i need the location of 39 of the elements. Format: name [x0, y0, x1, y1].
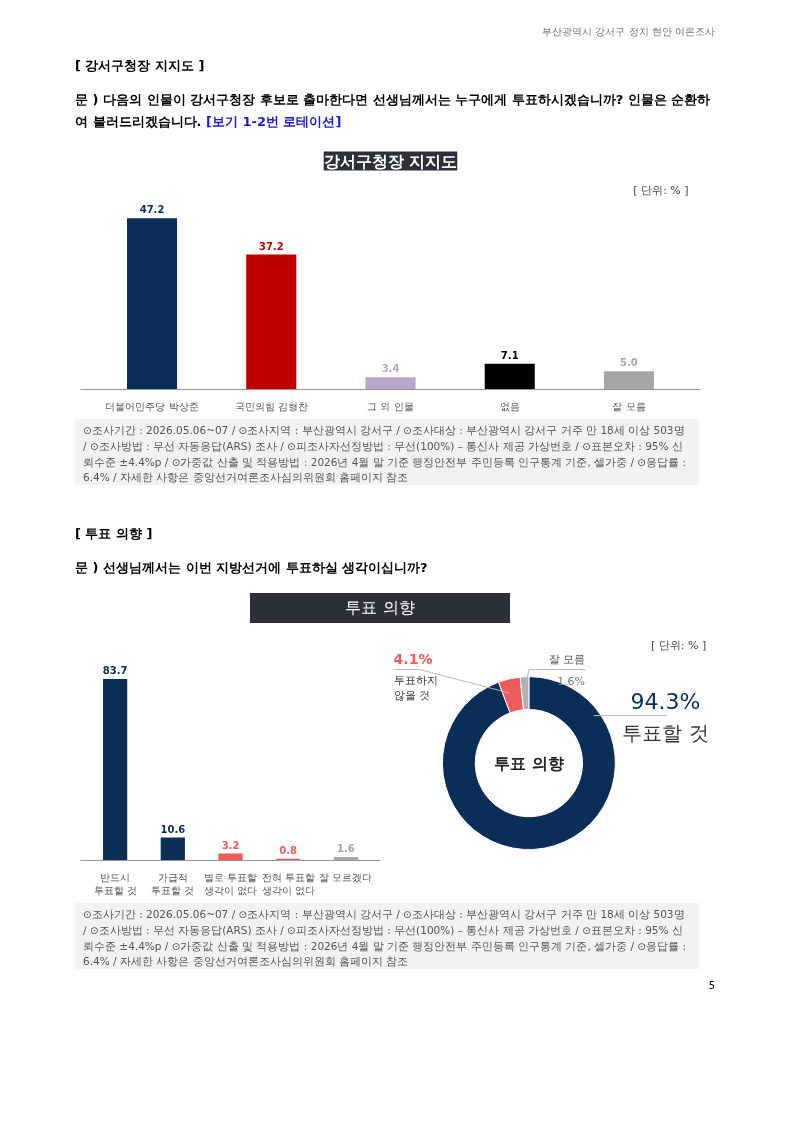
x-tick-label: 별로 투표할 생각이 없다	[203, 871, 258, 896]
data-label: 0.8	[279, 844, 298, 856]
text: 5	[708, 979, 715, 993]
data-label: 4.1%	[393, 650, 433, 667]
data-label: 47.2	[139, 204, 165, 216]
data-label: 37.2	[258, 240, 284, 252]
text: ⊙조사기간 : 2026.05.06~07 / ⊙조사지역 : 부산광역시 강서구 / ⊙조사대상 : 부산광역시 강서구 거주 만 18세 이상 503명 / ⊙조사방법 : 무선 자동응답(ARS) 조사 / ⊙피조사자선정방법 : 무선(100%) – 통신사 제공 가상번호 / ⊙표본오차 : 95% 신뢰수준 ±4.4%p / ⊙가중값 산출 및 적용방법 : 2026년 4월 말 기준 행정안전부 주민등록 인구통계 기준, 셀가중 / ⊙응답률 : 6.4% / 자세한 사항은 중앙선거여론조사심의위원회 홈페이지 참조	[83, 907, 688, 970]
x-tick-label: 잘 모름	[612, 400, 646, 412]
slice-label: 투표하지 않을 것	[393, 673, 438, 703]
text: 투표 의향	[494, 753, 564, 773]
data-label: 3.2	[221, 839, 240, 851]
x-tick-label: 잘 모르겠다	[319, 871, 373, 883]
slice-label: 잘 모름	[548, 652, 586, 666]
data-label: 83.7	[102, 664, 128, 676]
text: 문 ) 선생님께서는 이번 지방선거에 투표하실 생각이십니까?	[75, 559, 428, 577]
text: [ 강서구청장 지지도 ]	[75, 57, 205, 75]
text: ⊙조사기간 : 2026.05.06~07 / ⊙조사지역 : 부산광역시 강서구 / ⊙조사대상 : 부산광역시 강서구 거주 만 18세 이상 503명 / ⊙조사방법 : 무선 자동응답(ARS) 조사 / ⊙피조사자선정방법 : 무선(100%) – 통신사 제공 가상번호 / ⊙표본오차 : 95% 신뢰수준 ±4.4%p / ⊙가중값 산출 및 적용방법 : 2026년 4월 말 기준 행정안전부 주민등록 인구통계 기준, 셀가중 / ⊙응답률 : 6.4% / 자세한 사항은 중앙선거여론조사심의위원회 홈페이지 참조	[83, 423, 688, 486]
data-label: 5.0	[620, 357, 638, 369]
data-label: 3.4	[381, 363, 400, 375]
chart-title: 투표 의향	[345, 597, 415, 619]
x-tick-label: 반드시 투표할 것	[93, 871, 137, 896]
data-label: 94.3%	[630, 689, 701, 715]
x-tick-label: 없음	[499, 400, 520, 412]
x-tick-label: 국민의힘 김형찬	[234, 400, 308, 412]
x-tick-label: 그 외 인물	[367, 400, 414, 412]
x-tick-label: 전혀 투표할 생각이 없다	[261, 871, 315, 896]
data-label: 1.6%	[557, 675, 586, 689]
slice-label: 투표할 것	[622, 721, 709, 746]
data-label: 7.1	[500, 349, 519, 361]
data-label: 10.6	[160, 823, 186, 835]
text: [ 투표 의향 ]	[75, 525, 153, 543]
text: [ 단위: % ]	[650, 639, 707, 653]
text: 부산광역시 강서구 정치 현안 여론조사	[542, 25, 715, 39]
x-tick-label: 더불어민주당 박상준	[105, 400, 199, 412]
data-label: 1.6	[337, 843, 355, 855]
text: 문 ) 다음의 인물이 강서구청장 후보로 출마한다면 선생님께서는 누구에게 투표하시겠습니까? 인물은 순환하여 불러드리겠습니다. [보기 1-2번 로테이션]	[75, 91, 712, 132]
text: [ 단위: % ]	[633, 184, 689, 198]
x-tick-label: 가급적 투표할 것	[151, 871, 195, 896]
chart-title: 강서구청장 지지도	[323, 151, 458, 171]
